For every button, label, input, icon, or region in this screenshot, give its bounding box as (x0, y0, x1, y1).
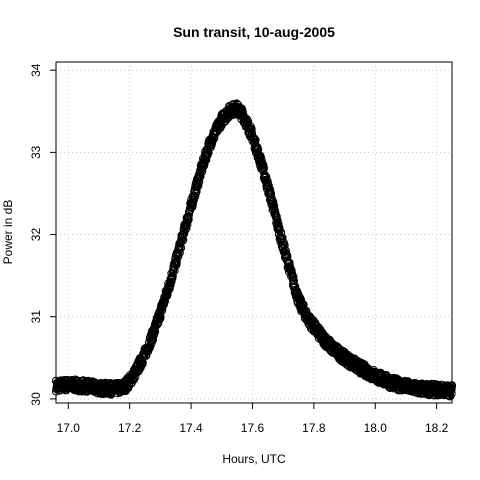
data-point (178, 236, 187, 245)
data-point (192, 187, 201, 196)
y-axis-label: Power in dB (1, 200, 15, 265)
data-point (195, 177, 204, 186)
x-tick-label: 18.0 (364, 421, 388, 435)
data-point (287, 266, 296, 275)
y-tick-label: 33 (29, 145, 43, 159)
x-axis-label: Hours, UTC (222, 452, 286, 466)
data-point (194, 181, 203, 190)
data-point (183, 220, 192, 229)
data-point (271, 210, 280, 220)
data-point (179, 235, 188, 244)
y-tick-label: 34 (29, 63, 43, 77)
data-point (276, 228, 286, 237)
x-axis: 17.0 17.2 17.4 17.6 17.8 18.0 18.2 (57, 403, 449, 435)
data-point (169, 263, 179, 273)
data-point (158, 306, 167, 315)
data-point (275, 226, 284, 235)
data-point (319, 330, 328, 340)
y-axis: 30 31 32 33 34 (29, 63, 56, 406)
x-tick-label: 17.6 (241, 421, 265, 435)
data-point (289, 272, 298, 282)
data-point (250, 134, 259, 143)
data-point (167, 277, 176, 287)
x-tick-label: 17.8 (302, 421, 326, 435)
data-point (168, 271, 177, 281)
data-point (269, 197, 278, 206)
data-point (280, 241, 289, 250)
grid (56, 62, 452, 403)
chart-title: Sun transit, 10-aug-2005 (173, 24, 335, 40)
data-point (156, 313, 165, 323)
data-point (277, 234, 286, 243)
plot-frame (55, 61, 453, 404)
x-tick-label: 17.0 (57, 421, 81, 435)
data-point (184, 215, 193, 224)
data-point (283, 253, 292, 262)
data-point (204, 148, 213, 158)
data-point (289, 276, 298, 286)
y-tick-label: 32 (29, 228, 43, 242)
x-tick-label: 17.4 (179, 421, 203, 435)
data-point (196, 172, 205, 181)
data-point (275, 223, 284, 233)
data-point (247, 124, 256, 133)
data-points (51, 99, 457, 401)
data-point (182, 224, 191, 233)
y-tick-label: 30 (29, 392, 43, 406)
x-tick-label: 18.2 (425, 421, 449, 435)
x-tick-label: 17.2 (118, 421, 142, 435)
y-tick-label: 31 (29, 310, 43, 324)
data-point (138, 358, 147, 367)
data-point (180, 222, 190, 231)
data-point (156, 311, 165, 321)
data-point (266, 189, 276, 199)
data-point (179, 230, 188, 240)
